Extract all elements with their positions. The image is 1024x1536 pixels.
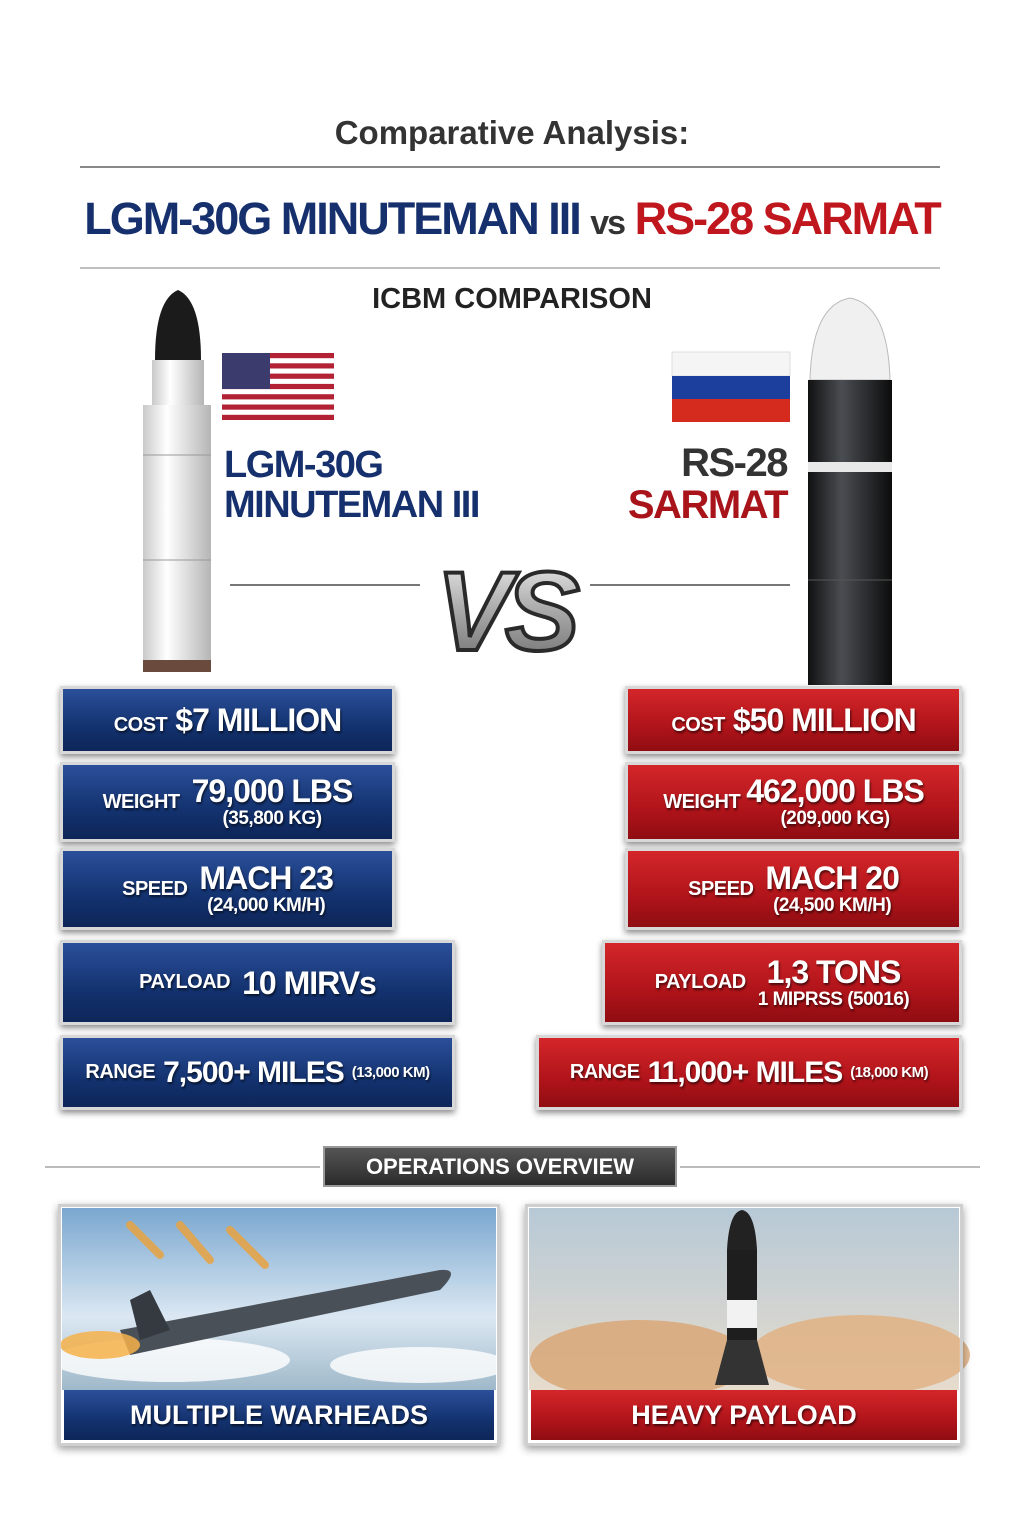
stat-label: RANGE [85, 1061, 156, 1083]
stat-value: 79,000 LBS [191, 773, 354, 809]
kicker: Comparative Analysis: [334, 114, 690, 151]
launch-illustration [529, 1208, 970, 1400]
sarmat-rocket [808, 297, 892, 685]
title: LGM-30G MINUTEMAN III vs RS-28 SARMAT [0, 193, 1024, 245]
stat-box: SPEED MACH 20 (24,500 KM/H) [625, 848, 962, 930]
stat-box: SPEED MACH 23 (24,000 KM/H) [60, 848, 395, 930]
panel-caption: HEAVY PAYLOAD [531, 1390, 957, 1440]
left-name-line: MINUTEMAN III [224, 484, 480, 526]
stat-box: PAYLOAD 10 MIRVs [60, 940, 455, 1025]
stat-label: WEIGHT [663, 790, 741, 813]
title-vs: vs [590, 204, 626, 242]
right-name: RS-28 SARMAT [627, 441, 789, 527]
stat-box: WEIGHT 462,000 LBS (209,000 KG) [625, 762, 962, 842]
left-name: LGM-30G MINUTEMAN III [224, 444, 480, 526]
panel: HEAVY PAYLOAD [525, 1204, 963, 1446]
stat-sub: 1 MIPRSS (50016) [757, 988, 910, 1010]
stat-box: COST $50 MILLION [625, 686, 962, 754]
stat-box: RANGE 7,500+ MILES (13,000 KM) [60, 1035, 455, 1110]
stat-label: PAYLOAD [139, 971, 231, 993]
stat-label: PAYLOAD [654, 971, 746, 993]
stat-label: COST [671, 714, 725, 736]
stat-value: MACH 20 [765, 860, 899, 896]
stat-box: COST $7 MILLION [60, 686, 395, 754]
section-title: OPERATIONS OVERVIEW [323, 1146, 677, 1187]
right-name-line: RS-28 [681, 441, 788, 485]
stat-value: 10 MIRVs [242, 964, 377, 1001]
stat-value: $50 MILLION [732, 702, 917, 738]
stat-value: $7 MILLION [175, 702, 342, 738]
left-name-line: LGM-30G [224, 444, 384, 486]
stat-value: 7,500+ MILES [163, 1055, 345, 1089]
stat-box: RANGE 11,000+ MILES (18,000 KM) [536, 1035, 962, 1110]
stat-box: PAYLOAD 1,3 TONS 1 MIPRSS (50016) [602, 940, 962, 1025]
stat-label: SPEED [688, 877, 754, 900]
stat-box: WEIGHT 79,000 LBS (35,800 KG) [60, 762, 395, 842]
stat-label: RANGE [569, 1061, 640, 1083]
warheads-illustration [50, 1208, 510, 1390]
subtitle: ICBM COMPARISON [372, 283, 652, 315]
stat-value: 11,000+ MILES [647, 1055, 844, 1089]
stat-sub: (35,800 KG) [222, 808, 322, 829]
stat-sub: (24,000 KM/H) [207, 895, 326, 916]
stat-value: 462,000 LBS [746, 773, 925, 809]
stat-sub: (24,500 KM/H) [773, 895, 892, 916]
stat-sub: (18,000 KM) [850, 1064, 929, 1081]
stat-sub: (209,000 KG) [780, 808, 890, 829]
stat-label: COST [113, 714, 168, 736]
stat-value: MACH 23 [199, 860, 333, 896]
versus: VS [436, 549, 579, 674]
title-left: LGM-30G MINUTEMAN III [84, 193, 581, 244]
stat-label: WEIGHT [102, 790, 181, 813]
minuteman-rocket [143, 290, 211, 672]
panel: MULTIPLE WARHEADS [58, 1204, 500, 1446]
russia-flag [671, 351, 791, 422]
title-right: RS-28 SARMAT [634, 193, 942, 244]
panel-caption: MULTIPLE WARHEADS [64, 1390, 494, 1440]
stat-value: 1,3 TONS [766, 953, 902, 990]
stat-label: SPEED [122, 877, 188, 900]
us-flag [222, 353, 334, 420]
stat-sub: (13,000 KM) [351, 1064, 430, 1081]
right-name-line: SARMAT [627, 483, 789, 527]
